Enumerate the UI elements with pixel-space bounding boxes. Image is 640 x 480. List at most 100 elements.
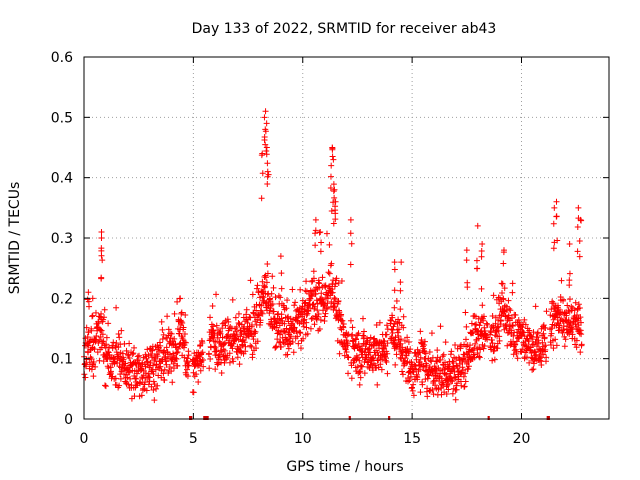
data-point: [332, 296, 339, 303]
data-point: [348, 240, 355, 247]
data-point: [283, 337, 290, 344]
data-point: [153, 385, 160, 392]
data-point: [518, 348, 525, 355]
data-point: [338, 311, 345, 318]
data-point: [262, 128, 269, 135]
data-point: [576, 237, 583, 244]
data-point: [564, 302, 571, 309]
data-point: [400, 324, 407, 331]
data-point: [463, 323, 470, 330]
data-point: [277, 331, 284, 338]
data-point: [250, 336, 257, 343]
data-point: [578, 331, 585, 338]
data-point: [274, 330, 281, 337]
data-point: [114, 359, 121, 366]
data-point: [263, 279, 270, 286]
data-point: [312, 227, 319, 234]
x-tick-label: 10: [294, 431, 312, 447]
data-point: [312, 242, 319, 249]
data-point: [427, 357, 434, 364]
data-point: [419, 381, 426, 388]
data-point: [289, 320, 296, 327]
data-point: [264, 173, 271, 180]
data-point: [448, 348, 455, 355]
data-point: [384, 370, 391, 377]
data-point: [277, 294, 284, 301]
data-point: [284, 351, 291, 358]
data-point: [357, 374, 364, 381]
data-point: [553, 198, 560, 205]
data-point: [314, 313, 321, 320]
data-point: [445, 380, 452, 387]
data-point: [470, 330, 477, 337]
data-point: [339, 317, 346, 324]
data-point: [264, 181, 271, 188]
data-point: [100, 338, 107, 345]
data-point: [529, 341, 536, 348]
data-point: [565, 316, 572, 323]
data-point: [261, 114, 268, 121]
data-point: [165, 326, 172, 333]
data-point: [576, 305, 583, 312]
data-point: [553, 342, 560, 349]
data-point: [254, 316, 261, 323]
data-point: [392, 361, 399, 368]
data-point: [120, 371, 127, 378]
data-point: [230, 340, 237, 347]
data-point: [471, 351, 478, 358]
data-point: [460, 367, 467, 374]
data-point: [217, 330, 224, 337]
data-gap-marker: [388, 416, 391, 420]
data-point: [258, 152, 265, 159]
data-point: [370, 342, 377, 349]
data-point: [572, 299, 579, 306]
data-point: [304, 330, 311, 337]
data-point: [125, 381, 132, 388]
data-point: [230, 358, 237, 365]
data-point: [89, 313, 96, 320]
data-point: [138, 392, 145, 399]
data-point: [416, 349, 423, 356]
data-point: [101, 306, 108, 313]
data-point: [258, 302, 265, 309]
data-point: [282, 328, 289, 335]
data-point: [248, 343, 255, 350]
data-point: [399, 371, 406, 378]
data-point: [218, 370, 225, 377]
y-tick-label: 0.4: [51, 171, 73, 187]
data-point: [331, 295, 338, 302]
data-point: [174, 298, 181, 305]
data-point: [159, 336, 166, 343]
data-point: [98, 252, 105, 259]
data-point: [153, 361, 160, 368]
data-point: [264, 160, 271, 167]
data-point: [120, 356, 127, 363]
data-point: [133, 382, 140, 389]
data-point: [551, 204, 558, 211]
data-point: [573, 312, 580, 319]
data-point: [161, 366, 168, 373]
data-point: [169, 379, 176, 386]
data-point: [180, 324, 187, 331]
data-point: [253, 285, 260, 292]
data-point: [445, 386, 452, 393]
data-point: [561, 343, 568, 350]
data-point: [550, 245, 557, 252]
data-point: [338, 277, 345, 284]
data-point: [326, 241, 333, 248]
data-point: [331, 186, 338, 193]
data-point: [512, 312, 519, 319]
data-point: [102, 383, 109, 390]
data-point: [356, 381, 363, 388]
data-point: [450, 360, 457, 367]
data-point: [297, 345, 304, 352]
data-point: [573, 344, 580, 351]
data-point: [525, 337, 532, 344]
data-point: [317, 317, 324, 324]
data-point: [150, 386, 157, 393]
data-point: [536, 357, 543, 364]
data-point: [233, 328, 240, 335]
data-point: [90, 373, 97, 380]
data-point: [374, 381, 381, 388]
